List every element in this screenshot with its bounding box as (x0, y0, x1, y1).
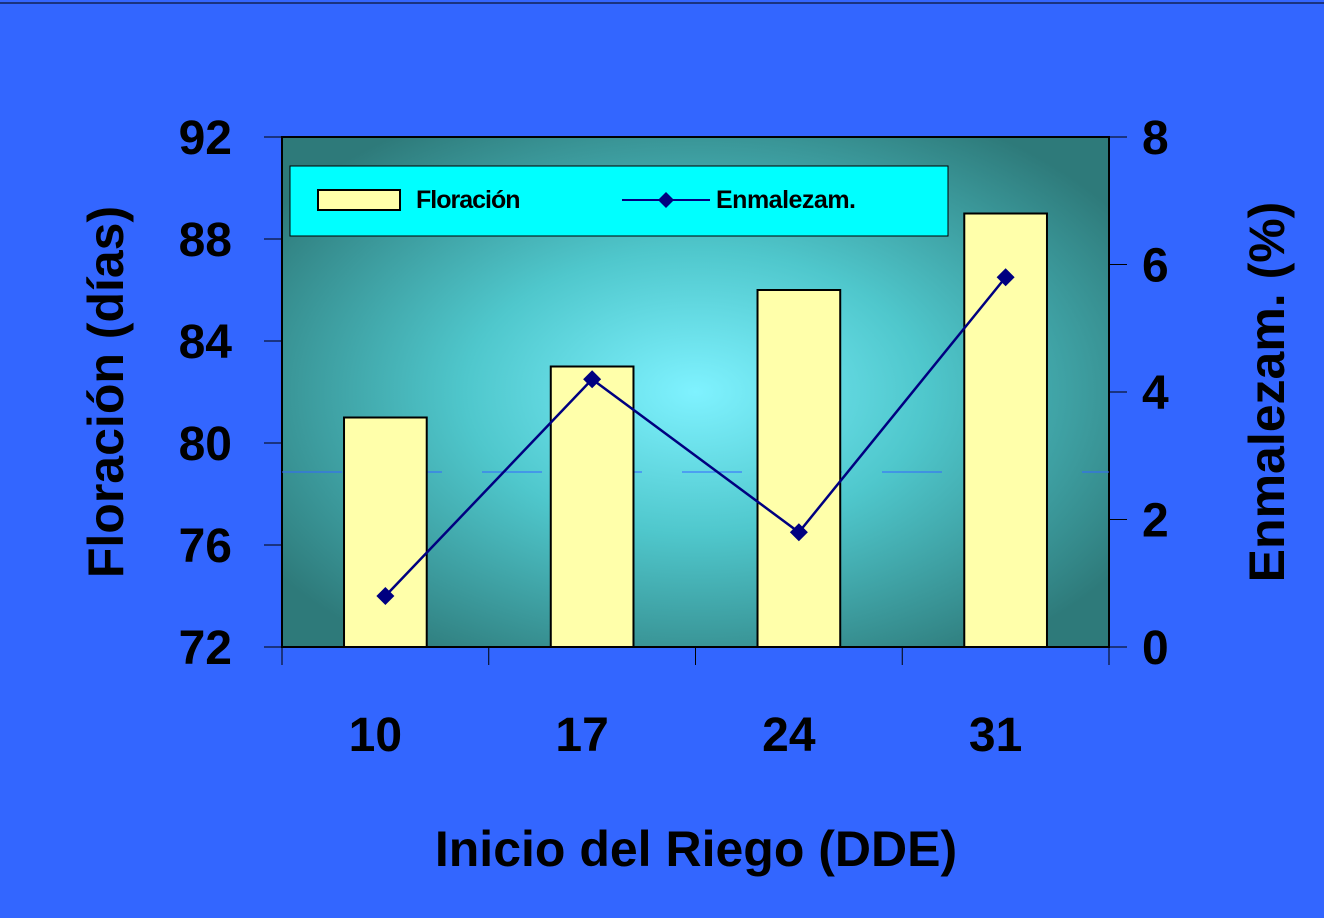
y-tick-label: 80 (179, 418, 232, 471)
line-series-enmalezam (376, 268, 1015, 605)
y2-axis-title: Enmalezam. (%) (1239, 202, 1295, 583)
x-tick-label: 31 (969, 709, 1022, 762)
x-axis-title: Inicio del Riego (DDE) (435, 821, 957, 877)
x-tick-label: 10 (349, 709, 402, 762)
line-point-10 (376, 587, 395, 605)
y2-tick-label: 6 (1142, 240, 1169, 293)
y2-tick-label: 4 (1142, 367, 1169, 420)
y-tick-label: 88 (179, 214, 232, 267)
y2-tick-label: 2 (1142, 495, 1169, 548)
x-axis: 10 17 24 31 (281, 647, 1110, 762)
y-axis-title: Floración (días) (78, 206, 134, 578)
legend-label-enmalezam: Enmalezam. (716, 186, 856, 214)
y-tick-label: 72 (179, 622, 232, 675)
y2-tick-label: 8 (1142, 112, 1169, 165)
y-tick-label: 84 (179, 316, 233, 369)
x-tick-label: 24 (762, 709, 816, 762)
bar-24 (756, 289, 842, 648)
right-axis: 0 2 4 6 8 (1109, 112, 1169, 675)
y-tick-label: 92 (179, 112, 232, 165)
y-tick-label: 76 (179, 520, 232, 573)
legend-label-floracion: Floración (416, 186, 520, 214)
bar-17 (549, 365, 635, 648)
line-point-17 (583, 370, 602, 389)
y2-tick-label: 0 (1142, 622, 1169, 675)
legend: Floración Enmalezam. (289, 165, 949, 237)
bar-10 (343, 416, 428, 648)
x-tick-label: 17 (555, 709, 608, 762)
legend-swatch-floracion (317, 189, 401, 211)
series-line (384, 276, 1007, 597)
line-point-31 (996, 268, 1015, 287)
left-axis: 72 76 80 84 88 92 (179, 112, 282, 675)
line-point-24 (789, 523, 808, 542)
legend-marker-enmalezam (658, 192, 674, 208)
